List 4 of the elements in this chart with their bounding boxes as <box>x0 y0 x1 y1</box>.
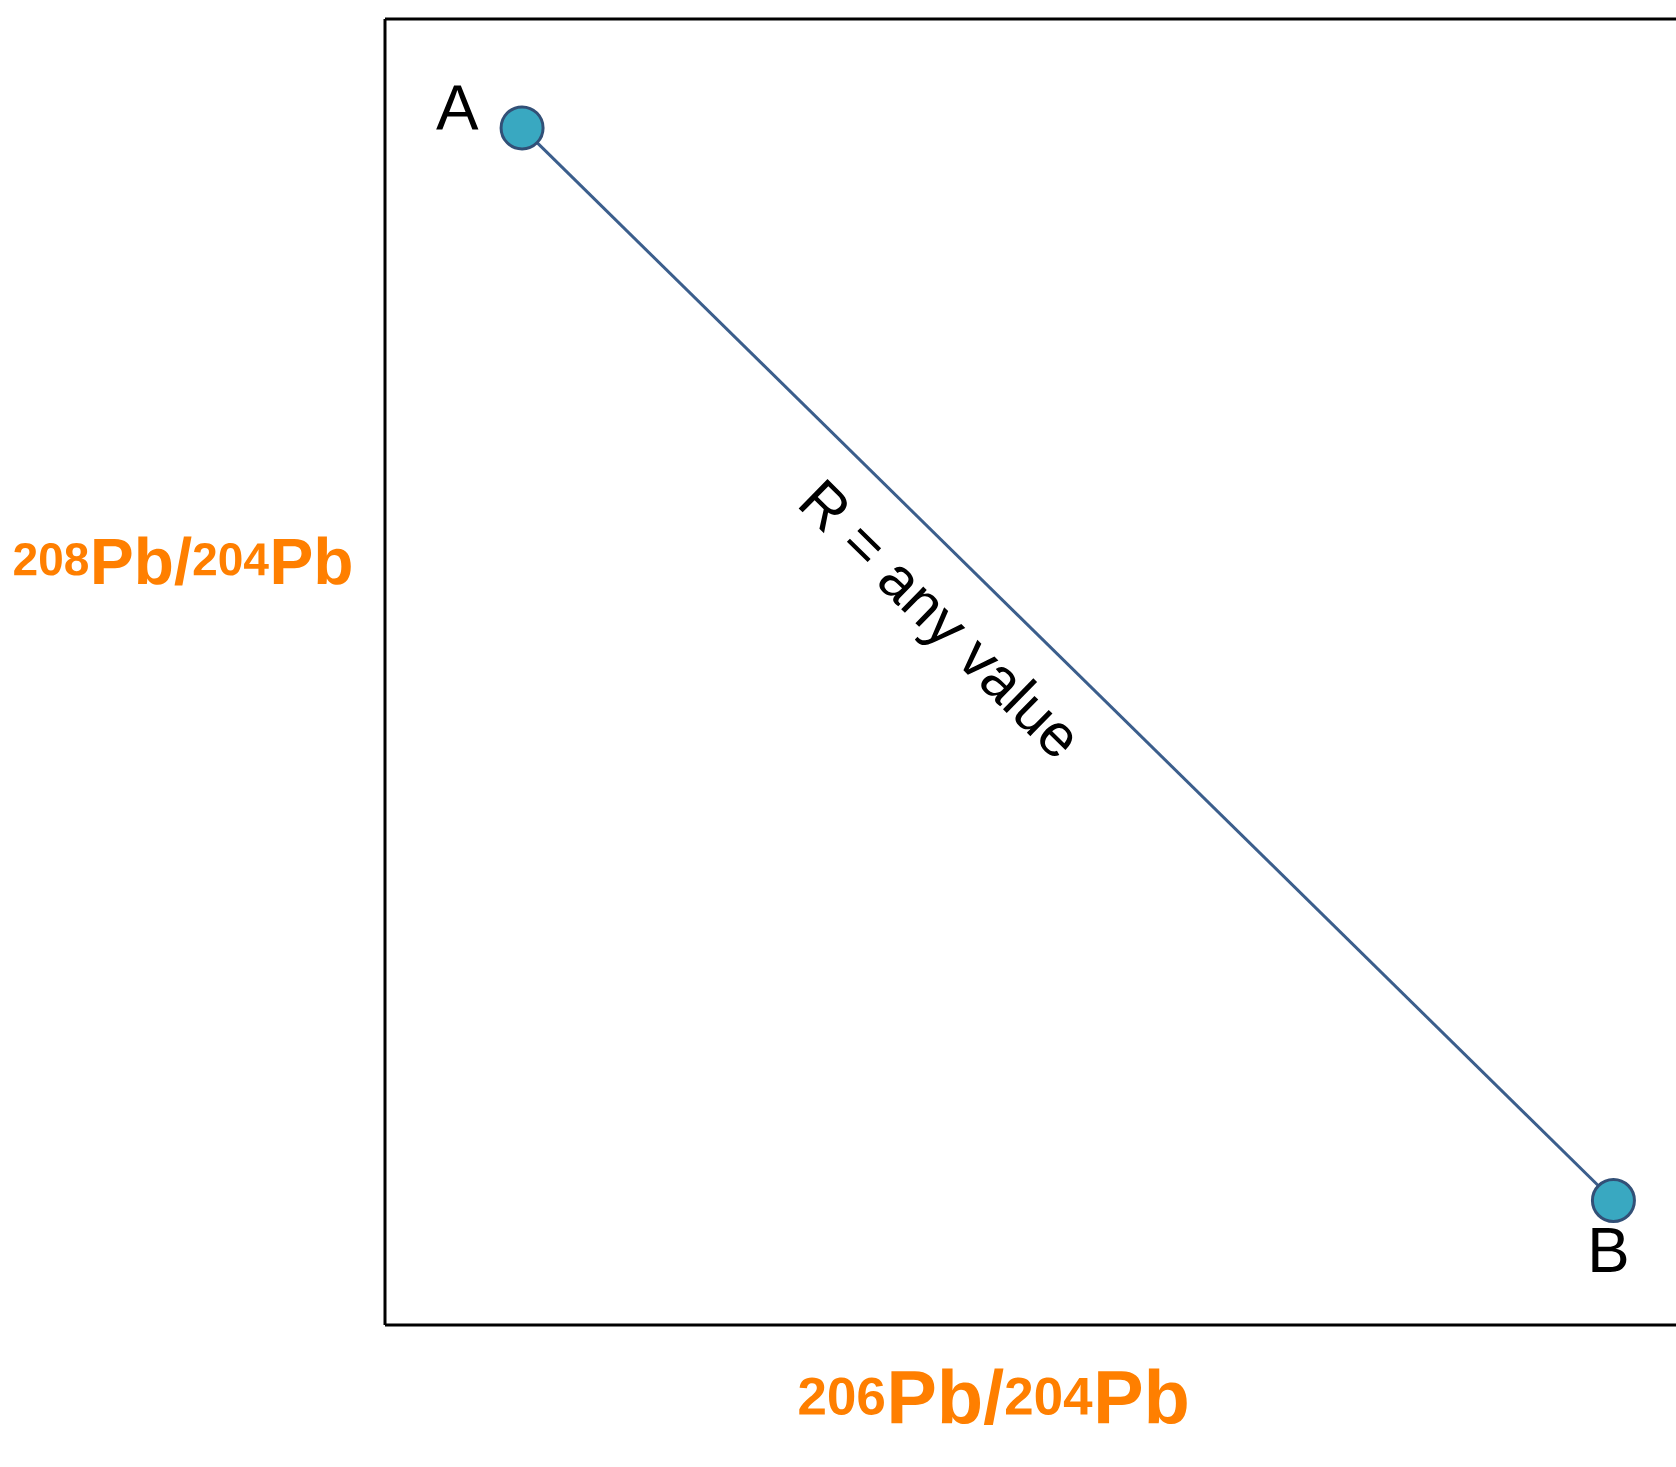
annotation: B <box>1592 1228 1627 1272</box>
annotation: A <box>436 85 479 130</box>
y-axis-title: $^{208}$Pb/$^{204}$Pb <box>14 536 351 586</box>
x-axis-title: $^{206}$Pb/$^{204}$Pb <box>799 1368 1187 1425</box>
